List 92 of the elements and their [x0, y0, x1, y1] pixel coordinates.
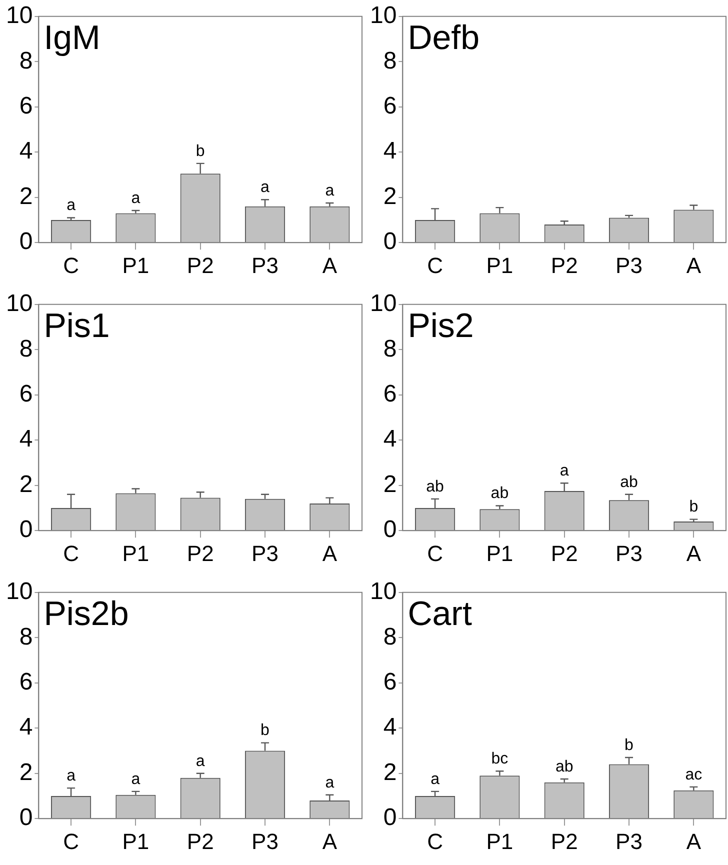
y-tick-label: 0: [19, 804, 33, 832]
y-tick-label: 2: [19, 758, 33, 786]
annotation: ac: [685, 766, 702, 784]
x-tick-label: A: [686, 252, 702, 278]
annotation: bc: [491, 750, 508, 768]
x-tick-label: C: [63, 828, 80, 854]
y-tick-label: 0: [383, 516, 397, 544]
y-tick-label: 10: [6, 578, 33, 606]
y-tick-label: 4: [19, 426, 33, 453]
chart-title: Pis2: [408, 306, 474, 345]
x-tick-label: P3: [252, 828, 278, 854]
y-tick-label: 4: [383, 426, 397, 453]
chart-title: Pis2b: [44, 594, 129, 633]
x-tick-label: A: [686, 540, 702, 566]
annotation: b: [260, 722, 270, 740]
chart-title: IgM: [44, 18, 100, 57]
x-tick-label: P2: [550, 540, 578, 566]
y-tick-label: 0: [383, 804, 397, 832]
annotation: a: [430, 770, 440, 788]
annotation: a: [131, 190, 140, 207]
y-tick-label: 0: [383, 228, 397, 256]
y-tick-label: 6: [383, 92, 397, 120]
y-tick-label: 6: [383, 668, 397, 696]
annotation: a: [325, 182, 334, 200]
x-tick-label: C: [427, 540, 444, 566]
annotation: ab: [620, 474, 638, 491]
annotation: ab: [426, 478, 444, 496]
y-tick-label: 6: [19, 92, 33, 120]
annotation: a: [131, 770, 140, 788]
x-tick-label: P1: [122, 540, 150, 566]
annotation: a: [66, 767, 76, 784]
y-tick-label: 2: [383, 758, 397, 786]
y-tick-label: 10: [6, 290, 33, 318]
annotation: a: [260, 179, 270, 196]
x-tick-label: P2: [550, 828, 578, 854]
x-tick-label: P3: [616, 828, 642, 854]
y-tick-label: 6: [383, 380, 397, 408]
x-tick-label: P3: [252, 252, 278, 278]
y-tick-label: 10: [6, 2, 33, 30]
chart-title: Cart: [408, 594, 472, 633]
y-tick-label: 10: [370, 2, 397, 30]
x-tick-label: P2: [186, 540, 214, 566]
x-tick-label: A: [322, 252, 338, 278]
x-tick-label: A: [322, 540, 338, 566]
x-tick-label: C: [63, 252, 80, 278]
annotation: a: [196, 752, 205, 770]
x-tick-label: P1: [486, 252, 514, 278]
y-tick-label: 2: [19, 182, 33, 210]
x-tick-label: C: [63, 540, 80, 566]
x-tick-label: A: [322, 828, 338, 854]
x-tick-label: C: [427, 828, 444, 854]
y-tick-label: 2: [383, 182, 397, 210]
annotation: ab: [490, 485, 509, 502]
x-tick-label: P1: [486, 828, 514, 854]
x-tick-label: P3: [616, 252, 642, 278]
chart-title: Pis1: [44, 306, 110, 345]
y-tick-label: 4: [19, 138, 33, 165]
y-tick-label: 10: [370, 290, 397, 318]
x-tick-label: P2: [186, 252, 214, 278]
y-tick-label: 6: [19, 380, 33, 408]
y-tick-label: 0: [19, 516, 33, 544]
y-tick-label: 8: [383, 47, 397, 74]
x-tick-label: P1: [122, 828, 150, 854]
y-tick-label: 8: [19, 335, 33, 362]
annotation: a: [66, 197, 76, 214]
annotation: ab: [555, 758, 574, 776]
y-tick-label: 10: [370, 578, 397, 606]
annotation: b: [689, 498, 698, 516]
y-tick-label: 8: [383, 335, 397, 362]
x-tick-label: P3: [252, 540, 278, 566]
annotation: b: [196, 142, 205, 160]
annotation: a: [560, 462, 569, 480]
x-tick-label: P2: [186, 828, 214, 854]
y-tick-label: 4: [19, 714, 33, 741]
x-tick-label: P3: [616, 540, 642, 566]
x-tick-label: P2: [550, 252, 578, 278]
y-tick-label: 0: [19, 228, 33, 256]
chart-title: Defb: [408, 18, 480, 57]
annotation: b: [624, 736, 634, 754]
y-tick-label: 2: [19, 470, 33, 498]
y-tick-label: 8: [19, 47, 33, 74]
x-tick-label: P1: [122, 252, 150, 278]
x-tick-label: A: [686, 828, 702, 854]
x-tick-label: P1: [486, 540, 514, 566]
y-tick-label: 8: [19, 623, 33, 650]
y-tick-label: 2: [383, 470, 397, 498]
y-tick-label: 4: [383, 714, 397, 741]
y-tick-label: 6: [19, 668, 33, 696]
x-tick-label: C: [427, 252, 444, 278]
y-tick-label: 8: [383, 623, 397, 650]
y-tick-label: 4: [383, 138, 397, 165]
annotation: a: [325, 774, 334, 792]
